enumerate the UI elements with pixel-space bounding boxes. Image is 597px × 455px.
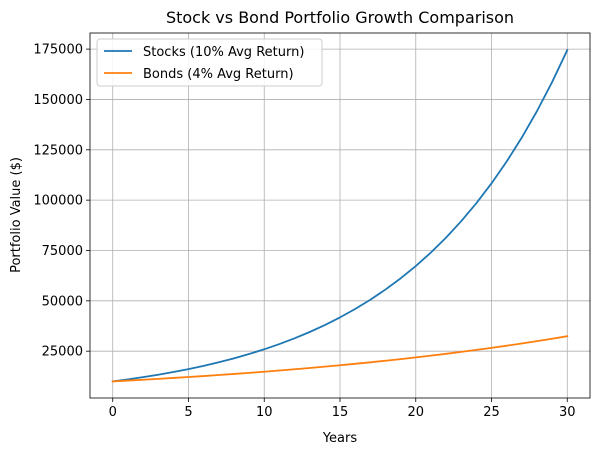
y-tick-label: 25000 bbox=[42, 345, 83, 360]
x-tick-label: 20 bbox=[407, 405, 424, 420]
y-tick-label: 125000 bbox=[33, 143, 83, 158]
legend-frame bbox=[96, 38, 323, 87]
y-tick-label: 100000 bbox=[33, 194, 83, 209]
x-axis-ticks: 0 5 10 15 20 25 30 bbox=[109, 398, 576, 420]
y-tick-label: 75000 bbox=[42, 244, 83, 259]
legend: Stocks (10% Avg Return) Bonds (4% Avg Re… bbox=[96, 38, 323, 87]
x-tick-label: 30 bbox=[559, 405, 576, 420]
x-axis-label: Years bbox=[322, 431, 358, 446]
legend-label-stocks: Stocks (10% Avg Return) bbox=[143, 45, 304, 60]
series-line-bonds bbox=[111, 335, 569, 383]
x-tick-label: 0 bbox=[109, 405, 117, 420]
chart-title: Stock vs Bond Portfolio Growth Compariso… bbox=[166, 8, 514, 27]
series-lines bbox=[111, 48, 569, 383]
y-axis-label: Portfolio Value ($) bbox=[9, 157, 24, 273]
x-tick-label: 15 bbox=[332, 405, 349, 420]
y-tick-label: 50000 bbox=[42, 294, 83, 309]
series-line-stocks bbox=[111, 48, 569, 383]
x-tick-label: 5 bbox=[184, 405, 192, 420]
x-tick-label: 10 bbox=[256, 405, 273, 420]
y-axis-ticks: 25000 50000 75000 100000 125000 150000 175000 bbox=[33, 43, 90, 360]
y-tick-label: 175000 bbox=[33, 43, 83, 58]
y-tick-label: 150000 bbox=[33, 93, 83, 108]
x-tick-label: 25 bbox=[483, 405, 500, 420]
grid bbox=[90, 33, 590, 398]
legend-label-bonds: Bonds (4% Avg Return) bbox=[143, 67, 294, 82]
